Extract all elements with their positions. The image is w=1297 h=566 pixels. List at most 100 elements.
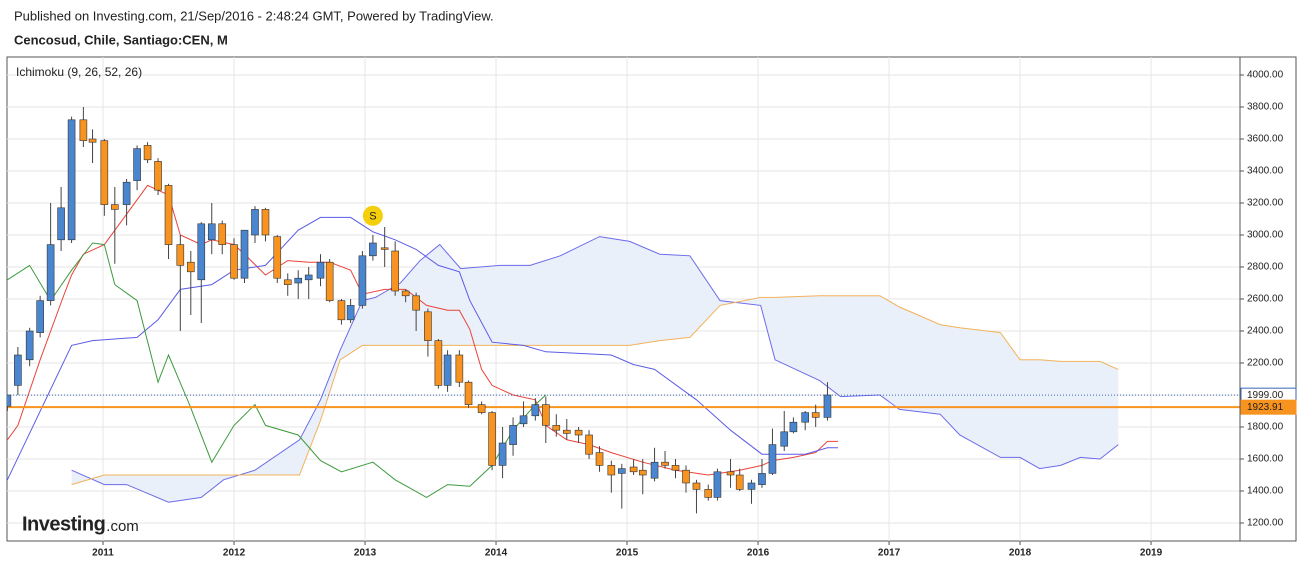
x-tick-label: 2011 <box>92 548 114 559</box>
x-tick-label: 2017 <box>878 548 901 559</box>
candle-body <box>823 394 832 418</box>
candle-body <box>401 290 410 297</box>
candle-body <box>412 295 420 311</box>
candle-body <box>519 415 528 425</box>
candle-body <box>464 381 473 405</box>
y-tick-label: 1400.00 <box>1247 486 1284 497</box>
y-tick-label: 3200.00 <box>1247 198 1284 209</box>
candle-body <box>607 465 616 476</box>
x-tick-label: 2015 <box>616 548 639 559</box>
candle-body <box>67 119 76 241</box>
y-tick-label: 4000.00 <box>1247 70 1284 81</box>
candle-body <box>294 277 303 284</box>
candle-body <box>682 469 690 484</box>
symbol-title: Cencosud, Chile, Santiago:CEN, M <box>14 32 228 47</box>
price-label: 1999.00 <box>1247 390 1284 401</box>
x-tick-label: 2013 <box>354 548 377 559</box>
candle-body <box>186 261 195 273</box>
candle-body <box>25 330 34 361</box>
candle-body <box>283 279 292 285</box>
candle-body <box>735 474 744 490</box>
y-tick-label: 2400.00 <box>1247 326 1284 337</box>
candle-body <box>325 261 334 301</box>
candle-body <box>218 223 227 245</box>
candle-body <box>562 429 571 434</box>
logo-suffix: .com <box>106 518 139 535</box>
candle-body <box>811 412 820 418</box>
candle-body <box>197 223 206 281</box>
candle-body <box>7 394 12 407</box>
candle-body <box>542 404 550 426</box>
price-label: 1923.91 <box>1247 402 1284 413</box>
candle-body <box>477 404 486 413</box>
cloud-fill <box>71 236 1119 503</box>
y-tick-label: 2600.00 <box>1247 294 1284 305</box>
candle-body <box>713 471 722 498</box>
y-tick-label: 3000.00 <box>1247 230 1284 241</box>
candle-body <box>704 489 713 498</box>
candle-body <box>240 229 249 279</box>
published-note: Published on Investing.com, 21/Sep/2016 … <box>14 8 494 23</box>
y-tick-label: 3800.00 <box>1247 102 1284 113</box>
candle-body <box>552 425 561 431</box>
price-axis <box>1239 56 1297 542</box>
candle-body <box>111 204 119 210</box>
candle-body <box>46 244 55 301</box>
y-tick-label: 1800.00 <box>1247 422 1284 433</box>
logo: Investing <box>22 513 105 535</box>
candle-body <box>14 354 22 386</box>
candle-body <box>574 429 583 436</box>
candle-body <box>595 452 604 466</box>
y-tick-label: 1200.00 <box>1247 518 1284 529</box>
event-marker <box>362 205 383 226</box>
candle-body <box>358 255 367 306</box>
candle-body <box>455 354 464 383</box>
candle-body <box>768 444 777 474</box>
candle-body <box>488 412 496 466</box>
senkou-b-line <box>71 295 1119 486</box>
candle-body <box>261 209 270 236</box>
candle-body <box>789 421 798 433</box>
candle-body <box>726 471 735 476</box>
y-tick-label: 3400.00 <box>1247 166 1284 177</box>
candle-body <box>337 300 346 321</box>
candle-body <box>509 425 517 445</box>
candle-body <box>251 209 259 236</box>
candle-body <box>638 469 647 476</box>
candle-body <box>692 482 701 490</box>
candle-body <box>122 181 131 205</box>
candle-body <box>133 148 141 181</box>
candle-body <box>747 482 756 490</box>
candle-body <box>36 300 44 333</box>
candle-body <box>391 250 399 292</box>
candle-body <box>164 185 173 245</box>
candle-body <box>100 140 109 205</box>
candle-body <box>369 242 377 257</box>
indicator-line <box>7 242 547 498</box>
candle-body <box>316 261 325 279</box>
candle-body <box>443 354 452 386</box>
candle-body <box>424 311 432 341</box>
event-marker-label: S <box>369 211 376 223</box>
candle-body <box>207 223 216 241</box>
candle-body <box>154 161 162 191</box>
candle-body <box>629 466 638 473</box>
y-tick-label: 2800.00 <box>1247 262 1284 273</box>
price-label-box <box>1240 399 1297 415</box>
candle-body <box>661 461 669 466</box>
indicator-label: Ichimoku (9, 26, 52, 26) <box>16 65 142 79</box>
candle-body <box>801 412 810 423</box>
candle-body <box>585 434 593 455</box>
plot-area <box>7 57 1240 541</box>
x-tick-label: 2016 <box>747 548 770 559</box>
candle-body <box>88 138 97 143</box>
candle-body <box>57 207 65 241</box>
candle-body <box>346 305 355 321</box>
candle-body <box>498 442 507 466</box>
x-tick-label: 2018 <box>1009 548 1032 559</box>
y-tick-label: 1600.00 <box>1247 454 1284 465</box>
candle-body <box>650 461 659 479</box>
candle-body <box>79 119 88 141</box>
y-tick-label: 3600.00 <box>1247 134 1284 145</box>
